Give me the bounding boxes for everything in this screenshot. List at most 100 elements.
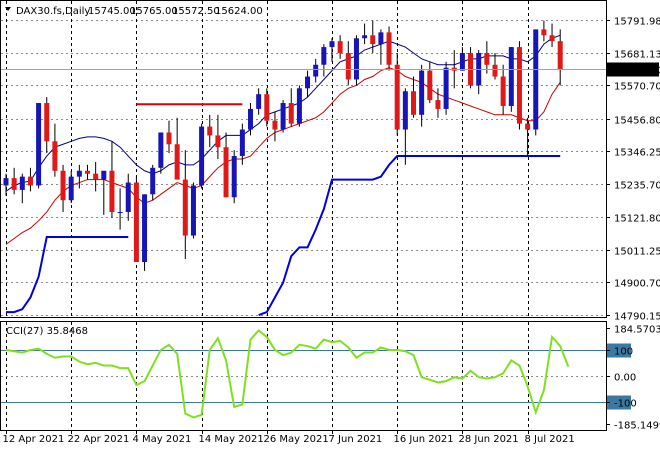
candle-body (190, 185, 196, 236)
candle (329, 38, 335, 62)
candle (288, 88, 294, 127)
candle-body (142, 194, 148, 263)
candle-body (362, 35, 368, 39)
candle-body (280, 103, 286, 130)
candle-body (158, 132, 164, 168)
time-tick-label: 7 Jun 2021 (329, 434, 383, 445)
candle-body (27, 176, 33, 186)
candle (85, 164, 90, 180)
candle (411, 76, 416, 118)
stop-line (6, 236, 129, 314)
candle-body (321, 47, 327, 65)
high-value: 15765.00 (130, 6, 178, 17)
candle (199, 123, 205, 189)
candle (223, 132, 229, 198)
cci-level-marker (607, 343, 631, 358)
candle-body (264, 94, 270, 121)
candle (101, 170, 107, 215)
candle (305, 70, 311, 98)
candle (133, 176, 139, 263)
candle (280, 100, 286, 133)
candle (549, 23, 555, 48)
cci-tick-label: -100 (614, 399, 637, 410)
candle (516, 41, 522, 130)
candle (386, 26, 392, 71)
candle (313, 58, 319, 83)
candle-body (516, 47, 522, 124)
candle (166, 120, 172, 154)
time-tick-label: 16 Jun 2021 (394, 434, 454, 445)
cci-label: CCI(27) 35.8468 (6, 326, 88, 337)
candle-body (85, 170, 90, 174)
candle-body (109, 170, 115, 212)
candle (44, 97, 50, 154)
time-tick-label: 28 Jun 2021 (459, 434, 519, 445)
candle (27, 167, 33, 192)
price-tick-label: 14900.70 (614, 279, 660, 290)
candle (60, 164, 66, 212)
candle-body (345, 52, 351, 80)
candle (207, 114, 213, 148)
candle (264, 88, 270, 127)
price-tick-label: 15346.25 (614, 148, 660, 159)
candle-body (44, 103, 50, 142)
candle (541, 20, 547, 42)
time-axis: 12 Apr 2021 22 Apr 2021 4 May 2021 14 May 2… (3, 430, 575, 445)
candle (256, 88, 262, 115)
candle (296, 85, 302, 127)
candle-body (500, 76, 506, 106)
candle-body (248, 108, 253, 130)
chart-header: DAX30.fs,Daily 15745.00 15765.00 15572.5… (5, 6, 263, 17)
candle (19, 173, 25, 204)
candle-body (215, 135, 221, 148)
candle (93, 161, 99, 192)
current-price-marker (607, 62, 659, 77)
candle (231, 150, 237, 204)
candle-body (459, 52, 465, 71)
price-tick-label: 14790.15 (614, 312, 660, 323)
price-axis: 15791.98 15681.13 15570.70 15456.80 15346.25… (606, 17, 660, 432)
candle-body (207, 126, 213, 136)
candle-body (313, 64, 319, 77)
candle (533, 29, 539, 136)
candle (557, 29, 563, 86)
candle (174, 117, 180, 180)
price-tick-label: 15570.70 (614, 82, 660, 93)
candle-body (394, 64, 400, 130)
time-tick-label: 14 May 2021 (199, 434, 264, 445)
candle (394, 52, 400, 136)
candle-body (329, 41, 335, 48)
candle-body (166, 132, 172, 145)
candle (52, 123, 58, 177)
candle-body (378, 32, 384, 45)
candle (142, 194, 148, 271)
cci-panel (1, 329, 606, 419)
candle-body (231, 156, 237, 198)
candle (500, 64, 506, 115)
price-tick-label: 15235.70 (614, 181, 660, 192)
candle-body (76, 170, 82, 177)
candle-body (484, 52, 490, 65)
grid-layer (0, 0, 607, 431)
candle (109, 141, 115, 218)
cci-tick-label: 0.00 (614, 373, 636, 384)
current-price-label: 15624.00 (614, 66, 660, 77)
candle-body (239, 129, 245, 157)
candle (337, 35, 343, 59)
cci-level-marker (607, 395, 631, 410)
candle (362, 23, 368, 45)
candle-body (533, 29, 539, 130)
candle-body (305, 76, 311, 89)
candle (443, 61, 449, 115)
candle-body (549, 35, 555, 42)
time-tick-label: 26 May 2021 (264, 434, 329, 445)
symbol-label: DAX30.fs,Daily (16, 6, 90, 17)
dropdown-triangle-icon[interactable] (5, 7, 11, 11)
candle-body (557, 41, 563, 70)
candle-body (337, 41, 343, 53)
candle (182, 150, 188, 260)
candle-body (541, 29, 547, 36)
candle (68, 170, 74, 204)
candle (272, 111, 278, 142)
